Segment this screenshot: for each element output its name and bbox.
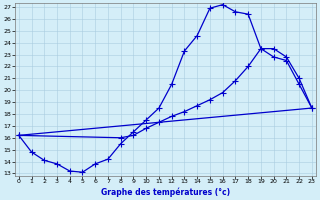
X-axis label: Graphe des températures (°c): Graphe des températures (°c): [101, 187, 230, 197]
